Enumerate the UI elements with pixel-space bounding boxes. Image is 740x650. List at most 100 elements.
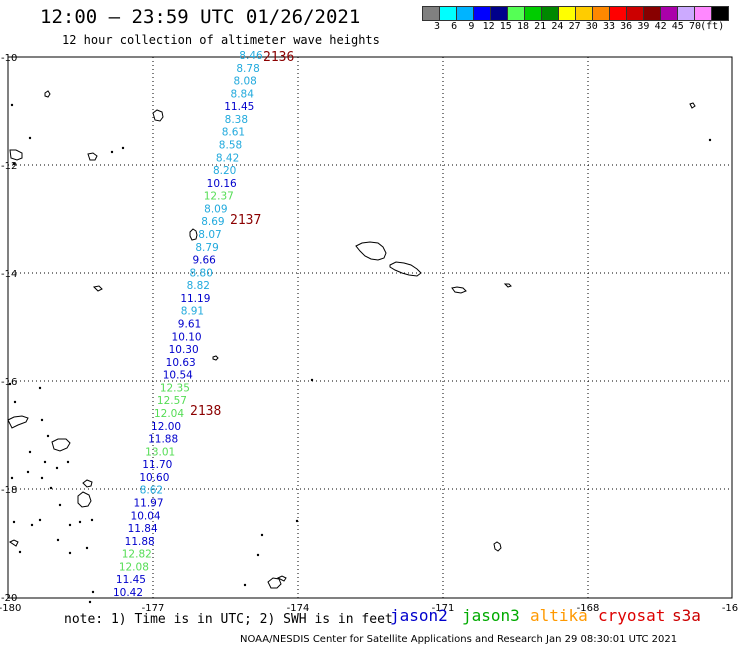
swh-value: 11.88 [125, 536, 155, 548]
swh-value: 10.10 [172, 331, 202, 343]
colorbar-label: 18 [516, 21, 530, 32]
swh-value: 10.60 [139, 472, 169, 484]
islet [295, 519, 299, 523]
swh-value: 8.08 [233, 76, 256, 88]
islet [91, 590, 95, 594]
swh-value: 11.97 [133, 498, 163, 510]
colorbar-label: 30 [585, 21, 598, 32]
colorbar-label: 42 [654, 21, 667, 32]
swh-value: 9.61 [178, 319, 201, 331]
longitude-label: -174 [287, 603, 310, 614]
satellite-legend-item: s3a [672, 606, 701, 625]
swh-value: 10.54 [163, 370, 193, 382]
swh-value: 8.91 [181, 306, 204, 318]
island-d [92, 285, 103, 292]
map-subtitle: 12 hour collection of altimeter wave hei… [62, 33, 380, 47]
swh-value: 12.04 [154, 408, 184, 420]
longitude-label: -180 [0, 603, 21, 614]
coastlines [7, 90, 696, 589]
colorbar-label: (ft) [700, 21, 725, 32]
swh-value: 12.08 [119, 561, 149, 573]
islet [88, 600, 92, 604]
islet [68, 523, 72, 527]
colorbar-label: 36 [620, 21, 633, 32]
colorbar-label: 9 [468, 21, 475, 32]
islet [10, 103, 14, 107]
pass-number: 2138 [190, 404, 221, 419]
longitude-label: -168 [577, 603, 600, 614]
swh-value: 11.70 [142, 459, 172, 471]
swh-value: 8.80 [190, 267, 213, 279]
islet [43, 460, 47, 464]
islet [708, 138, 712, 142]
pass-number: 2136 [263, 50, 294, 65]
swh-value: 10.42 [113, 587, 143, 599]
colorbar-label: 12 [482, 21, 495, 32]
islet [56, 538, 60, 542]
swh-value: 10.30 [169, 344, 199, 356]
islet [12, 162, 16, 166]
islet [40, 476, 44, 480]
swh-value: 8.84 [231, 88, 255, 100]
swh-value: 8.82 [187, 280, 210, 292]
map-title: 12:00 — 23:59 UTC 01/26/2021 [40, 6, 361, 28]
swh-value: 8.61 [222, 127, 245, 139]
longitude-label: -16 [722, 603, 738, 614]
swh-value: 12.35 [160, 382, 190, 394]
colorbar-label: 21 [534, 21, 547, 32]
islet [46, 434, 50, 438]
islet [55, 466, 59, 470]
footnote: note: 1) Time is in UTC; 2) SWH is in fe… [64, 612, 393, 627]
swh-value: 13.01 [145, 446, 175, 458]
swh-value: 11.88 [148, 434, 178, 446]
longitude-label: -177 [142, 603, 165, 614]
islet [58, 503, 62, 507]
colorbar-label: 33 [602, 21, 616, 32]
islet [78, 520, 82, 524]
island-niuatoputapu [152, 109, 164, 122]
credit-line: NOAA/NESDIS Center for Satellite Applica… [240, 634, 678, 645]
islet [310, 378, 314, 382]
islet [10, 476, 14, 480]
longitude-label: -171 [432, 603, 455, 614]
colorbar-label: 15 [499, 21, 512, 32]
islet [26, 470, 30, 474]
colorbar-label: 3 [433, 21, 441, 32]
swh-value: 12.37 [204, 191, 234, 203]
satellite-legend-item: altika [530, 606, 588, 625]
islet [8, 382, 12, 386]
swh-value: 10.16 [207, 178, 237, 190]
swh-value: 8.78 [236, 63, 259, 75]
latitude-label: -18 [1, 485, 17, 496]
island-e [451, 286, 467, 294]
islet [68, 551, 72, 555]
latitude-label: -10 [1, 53, 17, 64]
islet [28, 136, 32, 140]
colorbar-label: 27 [568, 21, 581, 32]
islet [28, 450, 32, 454]
satellite-legend-item: jason3 [462, 606, 520, 625]
fiji-lau-1 [77, 491, 92, 508]
swh-value: 11.84 [128, 523, 158, 535]
colorbar-label: 45 [671, 21, 684, 32]
islet [90, 518, 94, 522]
islet [40, 418, 44, 422]
small-islets [8, 103, 712, 604]
islet [256, 553, 260, 557]
swh-value: 12.57 [157, 395, 187, 407]
island-b [87, 152, 98, 161]
colorbar-label: 39 [637, 21, 650, 32]
swh-value: 10.63 [166, 357, 196, 369]
island-wallis [189, 228, 198, 241]
tonga-2 [276, 575, 287, 582]
islet [38, 386, 42, 390]
island-samoa-upolu [355, 241, 387, 261]
islet [243, 583, 247, 587]
islet [49, 486, 53, 490]
swh-value: 10.04 [131, 510, 161, 522]
swh-value: 12.82 [122, 549, 152, 561]
colorbar-label: 6 [451, 21, 458, 32]
map-frame [7, 56, 733, 599]
swh-value: 8.07 [198, 229, 221, 241]
island-samoa-savaii [389, 261, 422, 277]
